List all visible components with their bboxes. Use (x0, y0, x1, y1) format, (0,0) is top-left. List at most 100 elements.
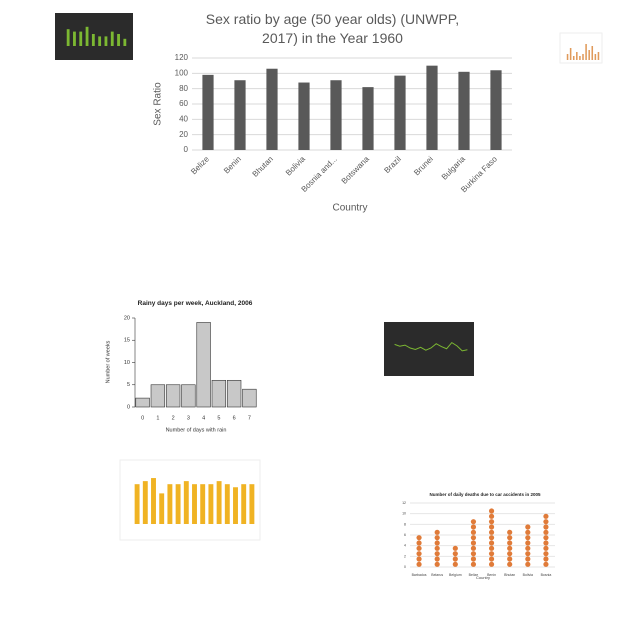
bar (66, 29, 70, 46)
dot (507, 551, 513, 557)
y-tick-label: 4 (404, 544, 406, 548)
bar (202, 74, 214, 150)
dot (488, 535, 495, 541)
bar (104, 36, 108, 46)
y-tick-label: 10 (124, 360, 130, 366)
bar (165, 384, 181, 408)
x-tick-label: 2 (172, 415, 175, 421)
bar (151, 478, 156, 524)
dot (507, 561, 513, 567)
dot (470, 551, 477, 557)
bar (110, 31, 114, 46)
bar (597, 52, 600, 60)
dot-stack (470, 519, 477, 567)
bar (135, 397, 150, 408)
dot (434, 529, 440, 535)
dot (525, 529, 531, 535)
dot (525, 551, 531, 557)
x-tick-label: Belgium (449, 573, 462, 577)
bar (266, 68, 278, 150)
bar (242, 388, 257, 408)
y-axis-label: Sex Ratio (153, 82, 164, 126)
y-tick-label: 10 (402, 512, 406, 516)
dot (434, 551, 440, 557)
dot (452, 551, 458, 557)
dot (470, 519, 477, 525)
dot (416, 561, 422, 567)
dot (525, 540, 531, 546)
x-tick-label: 7 (248, 415, 251, 421)
bar (181, 384, 196, 408)
dot (525, 535, 531, 541)
y-tick-label: 100 (175, 68, 189, 77)
bar (594, 54, 597, 60)
bar (490, 70, 502, 150)
dot (434, 540, 440, 546)
dot (525, 561, 531, 567)
bar (85, 26, 89, 46)
x-axis-label: Number of days with rain (166, 427, 227, 433)
dot (543, 556, 549, 562)
bar (123, 38, 127, 46)
dot-stack (525, 524, 531, 567)
y-tick-label: 120 (175, 53, 189, 62)
dot (470, 524, 477, 530)
bar (588, 50, 590, 60)
y-tick-label: 12 (402, 501, 406, 505)
dot (434, 561, 440, 567)
bar (582, 54, 584, 60)
bar (226, 379, 242, 408)
dot (488, 556, 495, 562)
dot (488, 545, 495, 551)
bar (200, 484, 206, 524)
dot (543, 545, 549, 551)
bar (98, 36, 102, 46)
bar (234, 80, 246, 150)
dot-stack (488, 508, 495, 567)
dot (543, 519, 549, 525)
dot (416, 545, 422, 551)
x-tick-label: 3 (187, 415, 190, 421)
y-tick-label: 0 (184, 145, 189, 154)
y-tick-label: 20 (179, 130, 188, 139)
dot (416, 551, 422, 557)
y-tick-label: 60 (179, 99, 188, 108)
dot (543, 535, 549, 541)
bar (224, 484, 230, 524)
bar (249, 484, 255, 524)
line (394, 341, 468, 352)
dot (543, 540, 549, 546)
chart-background (119, 459, 261, 541)
bar (150, 384, 166, 408)
x-tick-label: Belize (469, 573, 479, 577)
dot (525, 545, 531, 551)
dot (452, 556, 458, 562)
dot-stack (416, 535, 422, 567)
x-tick-label: Botswana (340, 154, 372, 186)
dot (543, 561, 549, 567)
dot (416, 556, 422, 562)
x-axis-label: Country (332, 203, 367, 214)
x-tick-label: Benin (222, 155, 243, 176)
x-tick-label: Brunei (412, 154, 435, 177)
bar (330, 80, 342, 150)
x-tick-label: Brazil (382, 154, 403, 175)
dot (434, 545, 440, 551)
y-tick-label: 5 (127, 382, 130, 388)
bar (591, 46, 594, 60)
x-tick-label: 1 (156, 415, 159, 421)
y-tick-label: 0 (404, 565, 406, 569)
dot (452, 561, 458, 567)
dot (507, 540, 513, 546)
dot (543, 513, 549, 519)
bar (362, 87, 374, 150)
bar (142, 481, 148, 524)
bar (196, 322, 211, 408)
bar (79, 31, 83, 46)
bar (579, 56, 581, 60)
bar (208, 484, 214, 524)
dot (543, 551, 549, 557)
y-tick-label: 0 (127, 404, 130, 410)
y-axis-label: Number of weeks (105, 340, 111, 383)
